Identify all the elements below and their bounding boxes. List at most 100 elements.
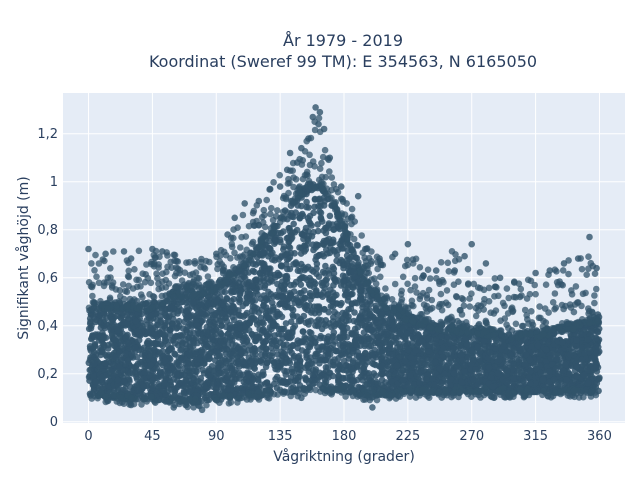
- data-point: [349, 377, 357, 384]
- data-point: [517, 369, 525, 376]
- data-point: [284, 250, 291, 257]
- data-point: [559, 367, 567, 375]
- data-point: [150, 340, 158, 347]
- data-point: [528, 343, 535, 351]
- data-point: [356, 295, 364, 303]
- data-point: [581, 350, 588, 357]
- data-point: [366, 310, 374, 318]
- data-point: [459, 357, 467, 364]
- data-point: [389, 358, 397, 365]
- chart-title-line-1: År 1979 - 2019: [283, 31, 403, 50]
- data-point: [320, 320, 328, 328]
- data-point: [327, 303, 335, 310]
- data-point: [326, 212, 334, 220]
- data-point: [335, 366, 343, 373]
- data-point: [493, 340, 501, 347]
- data-point: [278, 331, 285, 338]
- data-point: [537, 350, 545, 358]
- data-point: [382, 379, 389, 386]
- data-point: [192, 367, 199, 375]
- data-point: [340, 261, 348, 269]
- data-point: [85, 325, 93, 333]
- data-point: [324, 250, 331, 257]
- data-point: [140, 383, 148, 390]
- data-point: [147, 312, 155, 320]
- data-point: [263, 268, 270, 276]
- data-point: [265, 313, 273, 320]
- data-point: [252, 276, 260, 283]
- data-point: [106, 377, 113, 385]
- data-point: [299, 212, 307, 220]
- data-points: [85, 104, 603, 414]
- data-point: [197, 308, 205, 316]
- data-point: [469, 340, 477, 348]
- data-point: [206, 372, 214, 380]
- data-point: [317, 291, 325, 299]
- data-point: [282, 303, 289, 311]
- data-point: [390, 321, 398, 329]
- data-point: [383, 331, 391, 338]
- data-point: [335, 360, 342, 368]
- data-point: [363, 333, 371, 341]
- data-point: [370, 370, 378, 377]
- data-point: [584, 380, 592, 387]
- data-point: [257, 381, 265, 389]
- data-point: [316, 306, 323, 314]
- data-point: [290, 220, 298, 228]
- data-point: [271, 257, 278, 264]
- data-point: [534, 342, 542, 350]
- data-point: [312, 244, 320, 251]
- data-point: [359, 376, 366, 384]
- data-point: [345, 341, 352, 348]
- data-point: [182, 377, 190, 385]
- data-point: [330, 274, 337, 282]
- data-point: [593, 335, 600, 342]
- data-point: [356, 314, 364, 322]
- data-point: [166, 370, 174, 377]
- data-point: [113, 312, 121, 320]
- data-point: [163, 363, 171, 371]
- data-point: [145, 337, 152, 345]
- data-point: [237, 371, 244, 379]
- data-point: [429, 375, 436, 383]
- data-point: [311, 196, 319, 203]
- data-point: [325, 270, 333, 277]
- data-point: [372, 302, 380, 310]
- data-point: [325, 224, 332, 232]
- data-point: [90, 360, 98, 368]
- data-point: [378, 311, 386, 319]
- data-point: [195, 383, 203, 391]
- data-point: [343, 361, 350, 369]
- data-point: [262, 349, 270, 356]
- data-point: [361, 361, 369, 369]
- data-point: [252, 337, 259, 345]
- data-point: [450, 339, 458, 346]
- data-point: [251, 345, 258, 352]
- data-point: [458, 379, 466, 386]
- data-point: [144, 321, 151, 328]
- data-point: [305, 217, 313, 225]
- data-point: [510, 361, 517, 368]
- data-point: [287, 374, 295, 381]
- data-point: [258, 359, 265, 366]
- data-point: [340, 278, 347, 285]
- data-point: [184, 303, 191, 311]
- data-point: [494, 369, 502, 377]
- data-point: [237, 287, 244, 295]
- data-point: [461, 367, 468, 375]
- data-point: [312, 280, 319, 288]
- data-point: [243, 336, 251, 344]
- data-point: [265, 252, 272, 260]
- data-point: [263, 359, 271, 367]
- data-point: [285, 255, 292, 263]
- data-point: [133, 353, 141, 361]
- data-point: [398, 369, 406, 377]
- data-point: [293, 361, 300, 369]
- data-point: [91, 333, 98, 341]
- data-point: [124, 357, 132, 364]
- data-point: [132, 344, 139, 351]
- data-point: [442, 363, 450, 371]
- data-point: [350, 317, 358, 325]
- data-point: [562, 361, 569, 369]
- data-point: [342, 273, 349, 280]
